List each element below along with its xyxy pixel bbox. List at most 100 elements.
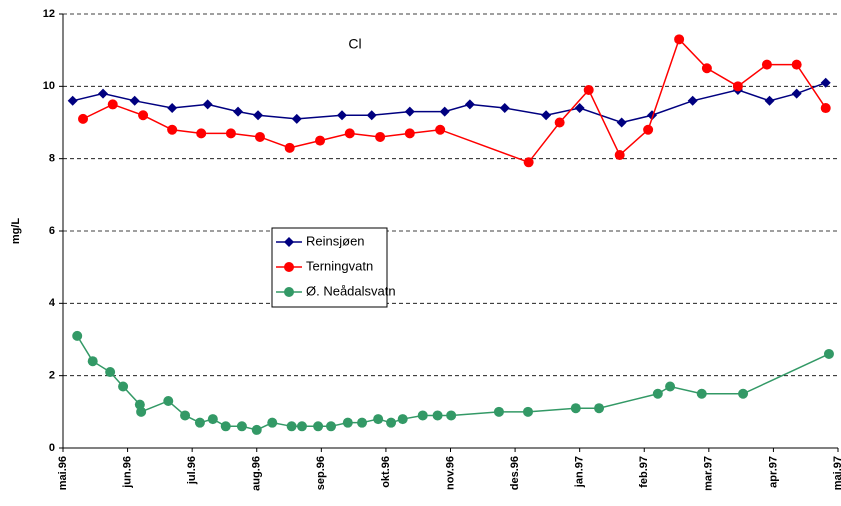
data-point	[614, 150, 625, 161]
x-tick-label: sep.96	[315, 456, 327, 490]
data-point	[432, 410, 443, 421]
x-tick-label: mar.97	[703, 456, 715, 491]
data-point	[78, 113, 89, 124]
data-point	[207, 414, 218, 425]
data-point	[373, 414, 384, 425]
x-tick-label: des.96	[509, 456, 521, 490]
x-tick-label: apr.97	[767, 456, 779, 488]
data-point	[687, 95, 698, 106]
data-point	[194, 417, 205, 428]
y-tick-label: 0	[49, 442, 55, 454]
data-point	[696, 388, 707, 399]
legend-label: Reinsjøen	[306, 233, 365, 248]
y-tick-label: 8	[49, 153, 55, 165]
data-point	[196, 128, 207, 139]
data-point	[404, 128, 415, 139]
data-point	[499, 103, 510, 114]
series-line	[82, 37, 827, 164]
data-point	[701, 63, 712, 74]
y-axis-label: mg/L	[10, 218, 22, 245]
data-point	[375, 131, 386, 142]
data-point	[417, 410, 428, 421]
data-point	[253, 110, 264, 121]
data-point	[764, 95, 775, 106]
data-point	[326, 421, 337, 432]
x-tick-label: nov.96	[444, 456, 456, 490]
data-point	[267, 417, 278, 428]
x-tick-label: mai.97	[832, 456, 841, 490]
y-tick-label: 10	[43, 80, 55, 92]
y-tick-label: 2	[49, 370, 55, 382]
x-tick-label: aug.96	[251, 456, 263, 491]
y-tick-label: 4	[49, 297, 56, 309]
legend-marker	[284, 237, 294, 247]
data-point	[344, 128, 355, 139]
data-point	[665, 381, 676, 392]
legend-label: Terningvatn	[306, 258, 373, 273]
data-point	[357, 417, 368, 428]
data-point	[791, 88, 802, 99]
data-point	[286, 421, 297, 432]
legend: Reinsjøen Terningvatn Ø. Neådalsvatn	[271, 227, 396, 308]
data-point	[118, 381, 129, 392]
data-point	[791, 59, 802, 70]
data-point	[404, 106, 415, 117]
data-point	[167, 124, 178, 135]
data-point	[180, 410, 191, 421]
x-tick-label: okt.96	[380, 456, 392, 488]
data-point	[138, 110, 149, 121]
data-point	[732, 81, 743, 92]
data-point	[342, 417, 353, 428]
data-point	[616, 117, 627, 128]
series-line	[72, 82, 826, 124]
data-point	[291, 113, 302, 124]
data-point	[313, 421, 324, 432]
legend-marker	[284, 262, 294, 272]
data-point	[163, 395, 174, 406]
data-point	[554, 117, 565, 128]
data-point	[570, 403, 581, 414]
data-point	[386, 417, 397, 428]
x-tick-label: jan.97	[574, 456, 586, 488]
data-point	[72, 330, 83, 341]
data-point	[446, 410, 457, 421]
data-point	[251, 424, 262, 435]
data-point	[823, 348, 834, 359]
data-point	[583, 84, 594, 95]
data-point	[523, 406, 533, 417]
data-point	[397, 414, 408, 425]
data-point	[284, 142, 295, 153]
x-tick-label: feb.97	[638, 456, 650, 488]
annotation: Cl	[348, 36, 361, 52]
data-point	[574, 103, 585, 114]
data-point	[87, 356, 98, 367]
data-point	[233, 106, 244, 117]
data-point	[254, 131, 265, 142]
data-point	[136, 406, 147, 417]
data-point	[236, 421, 247, 432]
data-point	[167, 103, 178, 114]
x-tick-label: jul.96	[186, 456, 198, 485]
x-tick-label: mai.96	[57, 456, 69, 490]
legend-marker	[284, 287, 294, 297]
data-point	[366, 110, 377, 121]
data-point	[315, 135, 326, 146]
data-point	[67, 95, 78, 106]
data-point	[820, 103, 831, 114]
data-point	[652, 388, 663, 399]
y-tick-label: 12	[43, 8, 55, 20]
data-point	[129, 95, 140, 106]
data-point	[523, 157, 534, 168]
data-point	[541, 110, 552, 121]
data-point	[464, 99, 475, 110]
data-point	[738, 388, 749, 399]
data-point	[337, 110, 347, 121]
data-point	[220, 421, 231, 432]
data-point	[107, 99, 118, 110]
data-point	[761, 59, 772, 70]
legend-label: Ø. Neådalsvatn	[306, 283, 396, 298]
data-point	[435, 124, 446, 135]
y-tick-label: 6	[49, 225, 55, 237]
data-point	[594, 403, 605, 414]
